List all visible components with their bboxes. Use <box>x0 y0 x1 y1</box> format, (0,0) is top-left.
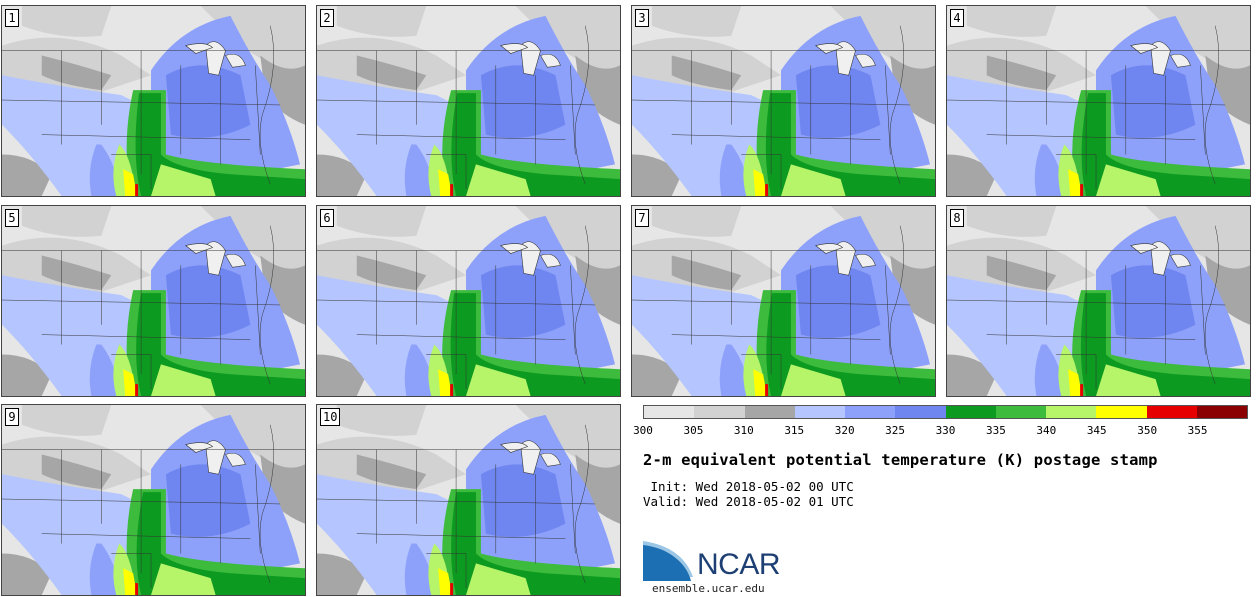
colorbar-swatch <box>794 406 845 418</box>
colorbar-tick-label: 330 <box>935 424 956 437</box>
init-time: Init: Wed 2018-05-02 00 UTC <box>643 479 854 494</box>
colorbar-swatch <box>1146 406 1197 418</box>
colorbar-swatch <box>1096 406 1147 418</box>
member-number-label: 5 <box>5 209 19 227</box>
colorbar-swatch <box>744 406 795 418</box>
colorbar-tick-label: 325 <box>885 424 906 437</box>
member-number-label: 1 <box>5 9 19 27</box>
colorbar-tick-label: 315 <box>784 424 805 437</box>
map-panel: 6 <box>316 205 621 397</box>
colorbar-tick-label: 305 <box>683 424 704 437</box>
colorbar-tick-label: 300 <box>633 424 653 437</box>
ncar-logo-text: NCAR <box>697 548 781 581</box>
ncar-logo-icon <box>643 541 693 581</box>
colorbar-swatch <box>644 406 695 418</box>
colorbar-swatch <box>1196 406 1247 418</box>
colorbar-swatch <box>845 406 896 418</box>
member-number-label: 7 <box>635 209 649 227</box>
member-number-label: 3 <box>635 9 649 27</box>
map-panel: 7 <box>631 205 936 397</box>
colorbar-tick-label: 355 <box>1187 424 1208 437</box>
map-panel: 9 <box>1 404 306 596</box>
member-number-label: 2 <box>320 9 334 27</box>
member-number-label: 6 <box>320 209 334 227</box>
map-panel: 10 <box>316 404 621 596</box>
colorbar-swatch <box>694 406 745 418</box>
colorbar-tick-label: 345 <box>1086 424 1107 437</box>
site-url: ensemble.ucar.edu <box>652 582 765 595</box>
map-panel: 2 <box>316 5 621 197</box>
valid-time: Valid: Wed 2018-05-02 01 UTC <box>643 494 854 509</box>
page-title: 2-m equivalent potential temperature (K)… <box>643 451 1158 469</box>
map-panel: 1 <box>1 5 306 197</box>
colorbar-tick-label: 350 <box>1137 424 1158 437</box>
map-panel: 8 <box>946 205 1251 397</box>
colorbar-ticks: 300 305 310 315 320 325 330 335 340 345 350 355 <box>633 424 1248 438</box>
colorbar-swatch <box>945 406 996 418</box>
member-number-label: 8 <box>950 209 964 227</box>
colorbar <box>643 405 1248 419</box>
colorbar-tick-label: 335 <box>985 424 1006 437</box>
member-number-label: 10 <box>320 408 341 426</box>
member-number-label: 9 <box>5 408 19 426</box>
colorbar-swatch <box>1046 406 1097 418</box>
colorbar-swatch <box>995 406 1046 418</box>
colorbar-swatch <box>895 406 946 418</box>
colorbar-tick-label: 320 <box>834 424 855 437</box>
map-panel: 3 <box>631 5 936 197</box>
map-panel: 4 <box>946 5 1251 197</box>
map-panel: 5 <box>1 205 306 397</box>
colorbar-tick-label: 310 <box>733 424 754 437</box>
member-number-label: 4 <box>950 9 964 27</box>
colorbar-tick-label: 340 <box>1036 424 1057 437</box>
